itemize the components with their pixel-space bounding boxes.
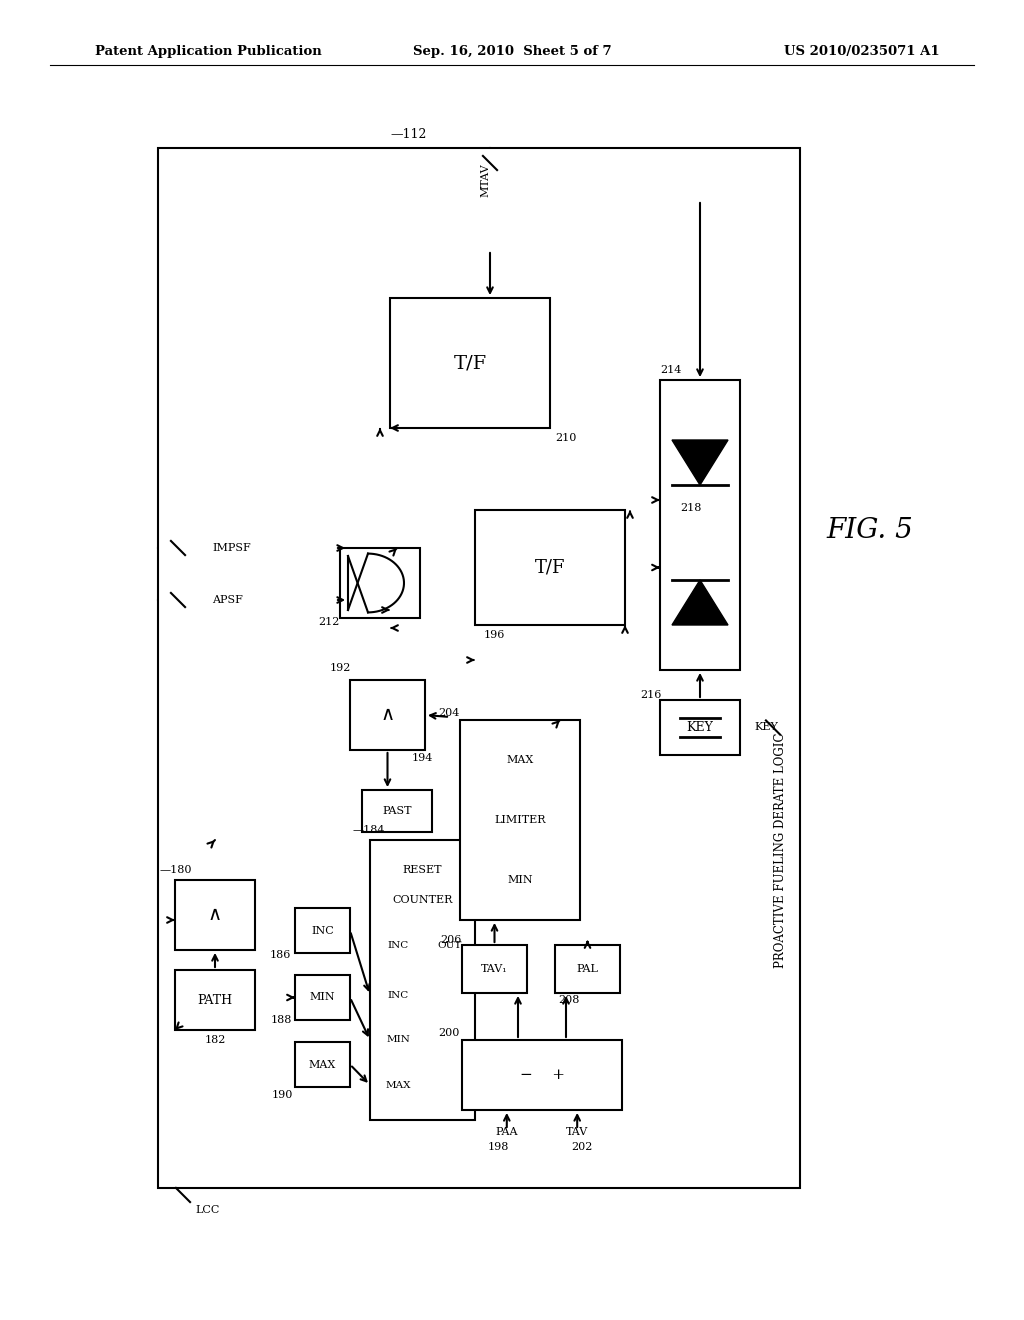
Text: US 2010/0235071 A1: US 2010/0235071 A1 xyxy=(784,45,940,58)
Bar xyxy=(295,975,350,1020)
Text: Sep. 16, 2010  Sheet 5 of 7: Sep. 16, 2010 Sheet 5 of 7 xyxy=(413,45,611,58)
Text: MTAV: MTAV xyxy=(480,164,490,197)
Text: 202: 202 xyxy=(571,1142,593,1152)
Polygon shape xyxy=(672,579,728,624)
Text: 186: 186 xyxy=(270,950,292,960)
Text: PAST: PAST xyxy=(382,807,412,816)
Text: 196: 196 xyxy=(484,630,506,640)
Bar xyxy=(370,840,475,1119)
Text: 206: 206 xyxy=(440,935,462,945)
Text: FIG. 5: FIG. 5 xyxy=(826,516,913,544)
Text: 188: 188 xyxy=(271,1015,293,1026)
Bar xyxy=(175,880,255,950)
Text: MAX: MAX xyxy=(507,755,534,766)
Text: APSF: APSF xyxy=(212,595,243,605)
Text: RESET: RESET xyxy=(402,865,442,875)
Text: LIMITER: LIMITER xyxy=(495,814,546,825)
Text: MIN: MIN xyxy=(309,993,335,1002)
Text: 190: 190 xyxy=(272,1090,293,1100)
Text: 200: 200 xyxy=(438,1028,460,1038)
Text: 198: 198 xyxy=(488,1142,510,1152)
Text: 182: 182 xyxy=(205,1035,225,1045)
Text: MAX: MAX xyxy=(309,1060,336,1069)
Text: MIN: MIN xyxy=(386,1035,410,1044)
Polygon shape xyxy=(672,440,728,484)
Text: MIN: MIN xyxy=(507,875,532,884)
Text: 214: 214 xyxy=(660,366,681,375)
Text: −    +: − + xyxy=(519,1068,564,1082)
Bar xyxy=(462,945,527,993)
Text: INC: INC xyxy=(311,925,334,936)
Text: PAA: PAA xyxy=(496,1127,518,1137)
Text: 210: 210 xyxy=(555,433,577,444)
Bar xyxy=(340,548,420,618)
Text: 212: 212 xyxy=(318,616,339,627)
Bar xyxy=(295,908,350,953)
Text: KEY: KEY xyxy=(754,722,778,733)
Bar xyxy=(362,789,432,832)
Bar xyxy=(350,680,425,750)
Bar xyxy=(555,945,620,993)
Text: —184: —184 xyxy=(353,825,385,836)
Text: LCC: LCC xyxy=(195,1205,219,1214)
Bar xyxy=(295,1041,350,1086)
Bar xyxy=(660,380,740,671)
Text: 216: 216 xyxy=(640,690,662,700)
Bar xyxy=(460,719,580,920)
Text: Patent Application Publication: Patent Application Publication xyxy=(95,45,322,58)
Text: ∧: ∧ xyxy=(208,906,222,924)
Text: PROACTIVE FUELING DERATE LOGIC: PROACTIVE FUELING DERATE LOGIC xyxy=(773,733,786,968)
Bar xyxy=(462,1040,622,1110)
Bar xyxy=(390,298,550,428)
Text: 218: 218 xyxy=(680,503,701,513)
Text: TAV₁: TAV₁ xyxy=(481,964,508,974)
Bar xyxy=(158,148,800,1188)
Text: T/F: T/F xyxy=(454,354,486,372)
Text: MAX: MAX xyxy=(385,1081,411,1089)
Text: 208: 208 xyxy=(558,995,580,1005)
Text: T/F: T/F xyxy=(535,558,565,577)
Text: KEY: KEY xyxy=(686,721,714,734)
Text: 192: 192 xyxy=(330,663,351,673)
Bar xyxy=(475,510,625,624)
Text: 194: 194 xyxy=(412,752,433,763)
Text: COUNTER: COUNTER xyxy=(392,895,453,906)
Text: PATH: PATH xyxy=(198,994,232,1006)
Text: —180: —180 xyxy=(160,865,193,875)
Text: INC: INC xyxy=(387,940,409,949)
Text: OUT: OUT xyxy=(438,940,462,949)
Text: 204: 204 xyxy=(438,708,460,718)
Text: IMPSF: IMPSF xyxy=(212,543,251,553)
Bar xyxy=(175,970,255,1030)
Text: INC: INC xyxy=(387,990,409,999)
Text: ∧: ∧ xyxy=(380,706,394,723)
Text: —112: —112 xyxy=(390,128,426,141)
Text: PAL: PAL xyxy=(577,964,598,974)
Text: TAV: TAV xyxy=(566,1127,589,1137)
Bar xyxy=(660,700,740,755)
